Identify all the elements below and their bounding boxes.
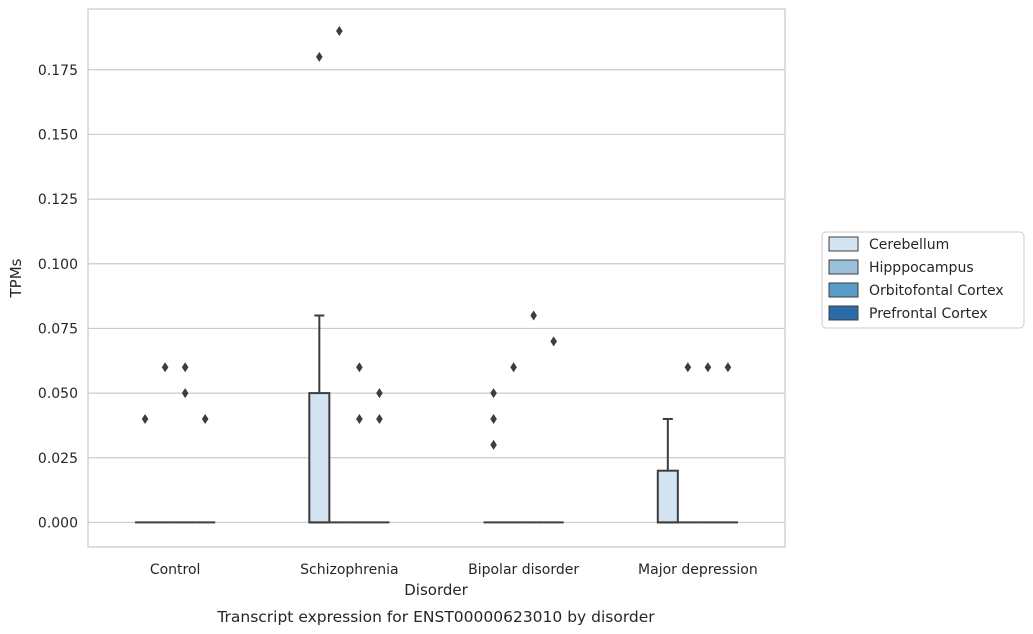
outlier-marker <box>356 413 363 424</box>
y-tick-label: 0.075 <box>38 321 78 337</box>
legend-label: Cerebellum <box>869 237 949 253</box>
outlier-marker <box>490 413 497 424</box>
gridlines <box>88 69 785 524</box>
outlier-marker <box>181 362 189 373</box>
outlier-marker <box>141 413 149 424</box>
outlier-marker <box>704 362 712 373</box>
outlier-marker <box>550 336 557 347</box>
y-tick-label: 0.050 <box>38 386 78 402</box>
x-tick-label: Major depression <box>638 562 758 578</box>
outlier-marker <box>201 413 209 424</box>
x-axis-title: Disorder <box>404 581 468 599</box>
y-tick-label: 0.150 <box>38 127 78 143</box>
legend-swatch <box>828 282 859 298</box>
outlier-marker <box>376 388 383 399</box>
chart-caption: Transcript expression for ENST0000062301… <box>216 608 655 626</box>
outlier-marker <box>356 362 363 373</box>
outlier-marker <box>724 362 732 373</box>
legend-label: Orbitofontal Cortex <box>869 283 1004 299</box>
legend: Cerebellum Hipppocampus Orbitofontal Corte… <box>821 231 1025 329</box>
outlier-marker <box>530 310 537 321</box>
y-tick-label: 0.175 <box>38 63 78 79</box>
boxes <box>135 314 738 524</box>
x-axis-ticks: Control Schizophrenia Bipolar disorder Majo… <box>150 562 758 578</box>
outlier-marker <box>490 439 497 450</box>
x-tick-label: Bipolar disorder <box>468 562 579 578</box>
box <box>308 392 331 524</box>
outlier-marker <box>316 51 323 62</box>
legend-frame <box>821 231 1025 329</box>
y-tick-label: 0.100 <box>38 257 78 273</box>
outlier-marker <box>684 362 692 373</box>
outlier-marker <box>336 25 343 36</box>
box <box>656 469 679 524</box>
outlier-marker <box>161 362 169 373</box>
x-tick-label: Schizophrenia <box>300 562 398 578</box>
legend-swatch <box>828 236 859 252</box>
outlier-marker <box>510 362 517 373</box>
y-tick-label: 0.000 <box>38 515 78 531</box>
y-axis-ticks: 0.000 0.025 0.050 0.075 0.100 0.125 0.150 0.175 <box>38 63 78 532</box>
outliers <box>141 25 732 450</box>
x-tick-label: Control <box>150 562 201 578</box>
y-tick-label: 0.125 <box>38 192 78 208</box>
outlier-marker <box>181 388 189 399</box>
y-tick-label: 0.025 <box>38 451 78 467</box>
y-axis-title: TPMs <box>7 258 25 298</box>
outlier-marker <box>490 388 497 399</box>
outlier-marker <box>376 413 383 424</box>
plot-frame <box>87 8 786 548</box>
legend-swatch <box>828 305 859 321</box>
legend-label: Hipppocampus <box>869 260 974 276</box>
legend-swatch <box>828 259 859 275</box>
legend-label: Prefrontal Cortex <box>869 306 988 322</box>
